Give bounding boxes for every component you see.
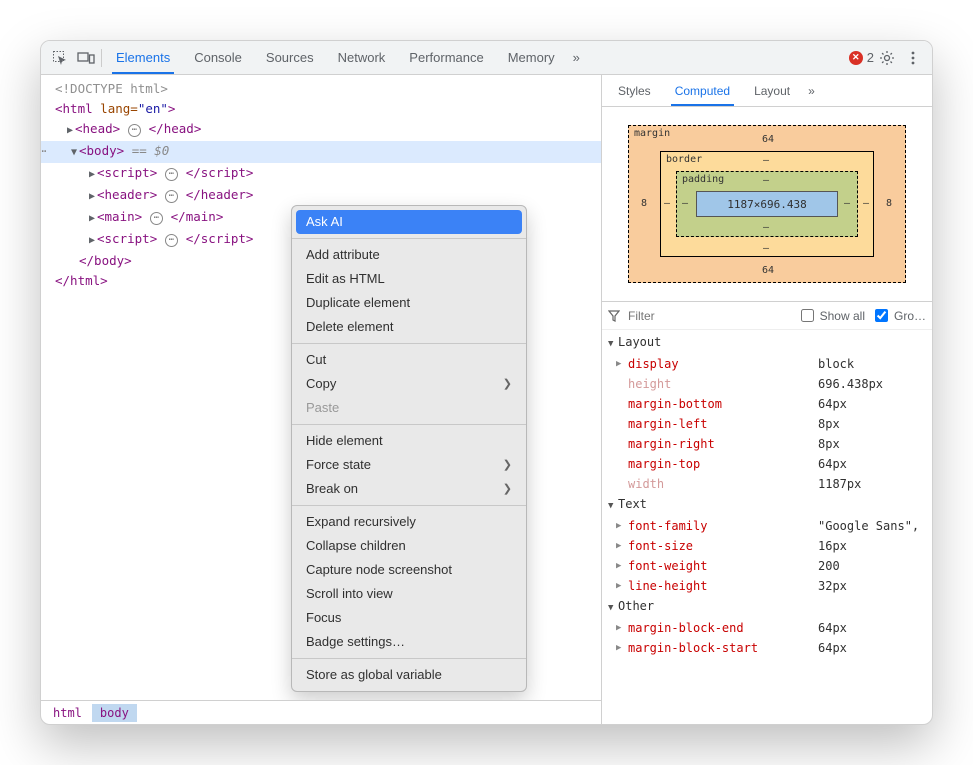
- computed-properties[interactable]: ▼Layout ▶displayblock height696.438px ma…: [602, 330, 932, 724]
- property-row: height696.438px: [606, 374, 928, 394]
- property-row: margin-top64px: [606, 454, 928, 474]
- elements-panel: <!DOCTYPE html> <html lang="en"> ▶<head>…: [41, 75, 602, 724]
- breadcrumb-item-selected[interactable]: body: [92, 704, 137, 722]
- dom-tree[interactable]: <!DOCTYPE html> <html lang="en"> ▶<head>…: [41, 75, 601, 700]
- styles-panel: Styles Computed Layout » 1187×696.438 ma…: [602, 75, 932, 724]
- more-tabs-icon[interactable]: »: [802, 75, 821, 106]
- property-row: margin-left8px: [606, 414, 928, 434]
- doctype-node: <!DOCTYPE html>: [55, 81, 168, 96]
- device-mode-icon[interactable]: [73, 45, 99, 71]
- group-layout[interactable]: ▼Layout: [606, 332, 928, 354]
- tab-elements[interactable]: Elements: [104, 41, 182, 74]
- tab-layout[interactable]: Layout: [742, 75, 802, 106]
- menu-separator: [292, 424, 526, 425]
- main-toolbar: Elements Console Sources Network Perform…: [41, 41, 932, 75]
- menu-cut[interactable]: Cut: [292, 348, 526, 372]
- tab-console[interactable]: Console: [182, 41, 254, 74]
- tab-sources[interactable]: Sources: [254, 41, 326, 74]
- menu-separator: [292, 658, 526, 659]
- tab-network[interactable]: Network: [326, 41, 398, 74]
- menu-badge[interactable]: Badge settings…: [292, 630, 526, 654]
- menu-edit-html[interactable]: Edit as HTML: [292, 267, 526, 291]
- property-row: ▶line-height32px: [606, 576, 928, 596]
- menu-focus[interactable]: Focus: [292, 606, 526, 630]
- tab-label: Memory: [508, 50, 555, 65]
- error-indicator[interactable]: ✕ 2: [849, 50, 874, 65]
- right-tabs: Styles Computed Layout »: [602, 75, 932, 107]
- property-row: margin-bottom64px: [606, 394, 928, 414]
- menu-store-global[interactable]: Store as global variable: [292, 663, 526, 687]
- menu-add-attribute[interactable]: Add attribute: [292, 243, 526, 267]
- box-content-layer: 1187×696.438: [696, 191, 838, 217]
- menu-separator: [292, 505, 526, 506]
- tab-computed[interactable]: Computed: [663, 75, 742, 106]
- funnel-icon: [608, 310, 620, 322]
- kebab-menu-icon[interactable]: [900, 45, 926, 71]
- filter-input[interactable]: [626, 308, 791, 324]
- menu-separator: [292, 343, 526, 344]
- more-tabs-icon[interactable]: »: [567, 41, 586, 74]
- menu-expand[interactable]: Expand recursively: [292, 510, 526, 534]
- devtools-window: Elements Console Sources Network Perform…: [40, 40, 933, 725]
- group-checkbox[interactable]: Gro…: [871, 306, 926, 325]
- box-model-pane: 1187×696.438 margin border padding 64 64…: [602, 107, 932, 302]
- property-row: width1187px: [606, 474, 928, 494]
- submenu-arrow-icon: ❯: [503, 456, 512, 474]
- tab-label: Performance: [409, 50, 483, 65]
- property-row: ▶displayblock: [606, 354, 928, 374]
- menu-collapse[interactable]: Collapse children: [292, 534, 526, 558]
- menu-force-state[interactable]: Force state❯: [292, 453, 526, 477]
- tab-label: Network: [338, 50, 386, 65]
- selected-node[interactable]: ⋯ ▼<body> == $0: [41, 141, 601, 163]
- tab-styles[interactable]: Styles: [606, 75, 663, 106]
- menu-delete[interactable]: Delete element: [292, 315, 526, 339]
- breadcrumb-item[interactable]: html: [45, 704, 90, 722]
- menu-ask-ai[interactable]: Ask AI: [296, 210, 522, 234]
- show-all-checkbox[interactable]: Show all: [797, 306, 865, 325]
- menu-separator: [292, 238, 526, 239]
- breadcrumb: html body: [41, 700, 601, 724]
- property-row: ▶font-size16px: [606, 536, 928, 556]
- inspect-icon[interactable]: [47, 45, 73, 71]
- submenu-arrow-icon: ❯: [503, 375, 512, 393]
- filter-bar: Show all Gro…: [602, 302, 932, 330]
- property-row: ▶font-weight200: [606, 556, 928, 576]
- menu-scroll[interactable]: Scroll into view: [292, 582, 526, 606]
- box-model-diagram[interactable]: 1187×696.438 margin border padding 64 64…: [628, 125, 906, 283]
- error-icon: ✕: [849, 51, 863, 65]
- tab-memory[interactable]: Memory: [496, 41, 567, 74]
- tab-label: Console: [194, 50, 242, 65]
- group-other[interactable]: ▼Other: [606, 596, 928, 618]
- menu-copy[interactable]: Copy❯: [292, 372, 526, 396]
- tab-label: Sources: [266, 50, 314, 65]
- menu-break-on[interactable]: Break on❯: [292, 477, 526, 501]
- context-menu: Ask AI Add attribute Edit as HTML Duplic…: [291, 205, 527, 692]
- content-area: <!DOCTYPE html> <html lang="en"> ▶<head>…: [41, 75, 932, 724]
- settings-icon[interactable]: [874, 45, 900, 71]
- group-text[interactable]: ▼Text: [606, 494, 928, 516]
- toolbar-divider: [101, 49, 102, 67]
- menu-capture[interactable]: Capture node screenshot: [292, 558, 526, 582]
- property-row: ▶margin-block-start64px: [606, 638, 928, 658]
- menu-paste: Paste: [292, 396, 526, 420]
- property-row: ▶margin-block-end64px: [606, 618, 928, 638]
- selected-marker-icon: ⋯: [41, 141, 45, 161]
- property-row: ▶font-family"Google Sans",: [606, 516, 928, 536]
- property-row: margin-right8px: [606, 434, 928, 454]
- tab-performance[interactable]: Performance: [397, 41, 495, 74]
- menu-duplicate[interactable]: Duplicate element: [292, 291, 526, 315]
- submenu-arrow-icon: ❯: [503, 480, 512, 498]
- tab-label: Elements: [116, 50, 170, 65]
- error-count: 2: [867, 50, 874, 65]
- menu-hide[interactable]: Hide element: [292, 429, 526, 453]
